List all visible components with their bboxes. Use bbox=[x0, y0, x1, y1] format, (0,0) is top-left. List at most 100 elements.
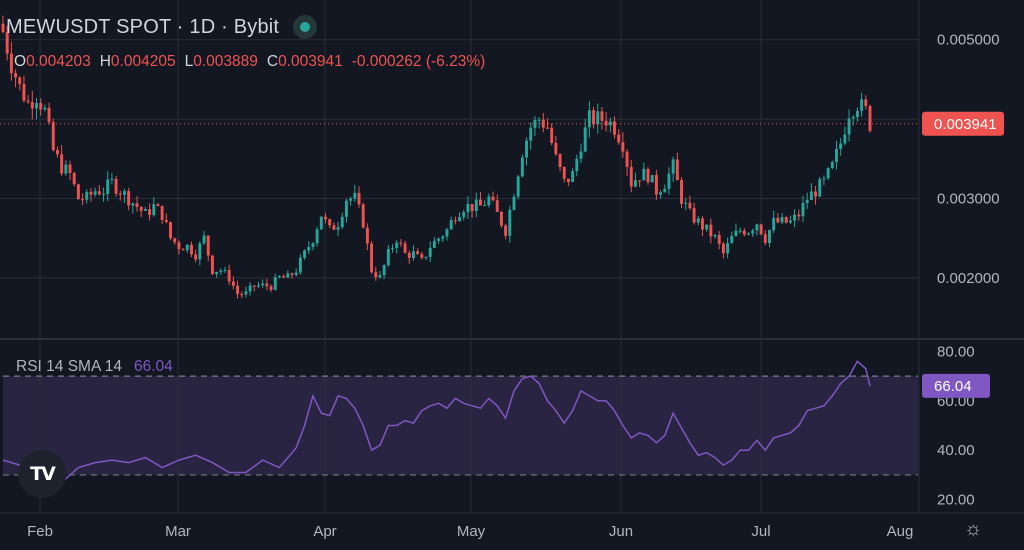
candle-body bbox=[558, 154, 562, 168]
candle-body bbox=[830, 161, 834, 169]
candle-body bbox=[617, 134, 621, 143]
high-value: 0.004205 bbox=[110, 53, 176, 70]
rsi-value-tag-label: 66.04 bbox=[934, 378, 972, 395]
candle-body bbox=[680, 180, 683, 204]
candle-body bbox=[185, 244, 189, 251]
candle-body bbox=[608, 121, 612, 126]
candle-body bbox=[60, 154, 64, 174]
candle-body bbox=[826, 168, 830, 179]
month-label: Apr bbox=[313, 523, 336, 540]
candle-body bbox=[311, 243, 315, 248]
candle-body bbox=[223, 269, 227, 271]
candle-body bbox=[190, 244, 193, 255]
candle-body bbox=[399, 242, 403, 244]
candle-body bbox=[106, 179, 110, 194]
symbol-title: MEWUSDT SPOT · 1D · Bybit bbox=[6, 15, 280, 38]
candle-body bbox=[181, 249, 185, 251]
candle-body bbox=[353, 192, 357, 199]
candle-body bbox=[210, 255, 214, 275]
candle-body bbox=[571, 171, 575, 182]
candle-body bbox=[537, 119, 541, 121]
candle-body bbox=[646, 168, 650, 183]
candle-body bbox=[420, 254, 424, 258]
rsi-line bbox=[2, 360, 871, 484]
candle-body bbox=[68, 164, 72, 174]
candle-body bbox=[248, 285, 252, 292]
candle-body bbox=[575, 158, 579, 172]
last-price-tag-label: 0.003941 bbox=[934, 116, 997, 133]
candle-body bbox=[374, 272, 378, 278]
candle-body bbox=[35, 103, 38, 109]
month-label: May bbox=[457, 523, 486, 540]
rsi-axis-label: 20.00 bbox=[937, 492, 975, 509]
month-label: Jun bbox=[609, 523, 633, 540]
tradingview-logo-icon[interactable]: TV bbox=[18, 450, 66, 498]
candle-body bbox=[579, 151, 583, 159]
candle-body bbox=[64, 164, 68, 174]
candle-body bbox=[55, 150, 59, 155]
candle-body bbox=[520, 157, 524, 177]
candle-body bbox=[382, 265, 386, 276]
rsi-legend: RSI 14 SMA 14 66.04 bbox=[16, 358, 173, 376]
candle-body bbox=[202, 235, 206, 244]
candle-body bbox=[5, 32, 9, 54]
candle-body bbox=[843, 134, 847, 144]
candle-body bbox=[76, 184, 80, 200]
candle-body bbox=[734, 230, 738, 236]
candle-body bbox=[386, 248, 390, 266]
candle-body bbox=[307, 247, 311, 251]
candle-body bbox=[395, 242, 399, 248]
candle-body bbox=[801, 202, 805, 217]
candle-body bbox=[604, 120, 608, 126]
candle-body bbox=[504, 225, 508, 236]
candle-body bbox=[793, 214, 797, 221]
candle-body bbox=[43, 107, 47, 110]
candle-body bbox=[818, 179, 822, 197]
candle-body bbox=[809, 191, 813, 200]
market-status-icon bbox=[293, 15, 318, 39]
candle-body bbox=[788, 220, 792, 223]
rsi-band bbox=[3, 376, 918, 475]
candle-body bbox=[303, 250, 307, 258]
candle-body bbox=[449, 220, 453, 230]
candle-body bbox=[269, 286, 273, 290]
candle-body bbox=[319, 216, 323, 230]
candle-body bbox=[445, 229, 449, 237]
candle-body bbox=[705, 224, 709, 230]
candle-body bbox=[495, 200, 499, 212]
candle-body bbox=[525, 140, 529, 158]
candle-body bbox=[349, 198, 353, 201]
candle-body bbox=[261, 283, 265, 286]
candle-body bbox=[102, 193, 105, 195]
candle-body bbox=[855, 110, 859, 118]
candle-body bbox=[407, 252, 411, 258]
candle-body bbox=[768, 230, 771, 243]
candle-body bbox=[51, 122, 55, 151]
candle-body bbox=[613, 121, 616, 135]
open-value: 0.004203 bbox=[26, 53, 91, 70]
low-value: 0.003889 bbox=[193, 53, 258, 70]
candle-body bbox=[550, 127, 554, 143]
rsi-value-tag bbox=[922, 373, 990, 398]
candle-body bbox=[18, 77, 22, 85]
candle-body bbox=[127, 191, 131, 206]
candle-body bbox=[227, 269, 231, 282]
candle-body bbox=[700, 218, 704, 230]
candle-body bbox=[583, 127, 587, 152]
candle-body bbox=[864, 99, 868, 107]
candle-body bbox=[738, 230, 742, 232]
candle-body bbox=[432, 240, 436, 248]
candle-body bbox=[822, 178, 826, 180]
candle-body bbox=[600, 111, 604, 121]
candle-body bbox=[675, 159, 679, 181]
gear-icon[interactable]: ☼ bbox=[964, 518, 983, 540]
candle-body bbox=[143, 209, 147, 211]
chart-header: MEWUSDT SPOT · 1D · Bybit bbox=[6, 10, 318, 44]
candle-body bbox=[231, 281, 235, 286]
candle-body bbox=[776, 217, 780, 223]
candle-body bbox=[684, 202, 688, 204]
candle-body bbox=[286, 273, 290, 278]
candle-body bbox=[14, 72, 18, 78]
candle-body bbox=[814, 191, 818, 197]
candle-body bbox=[508, 209, 512, 236]
